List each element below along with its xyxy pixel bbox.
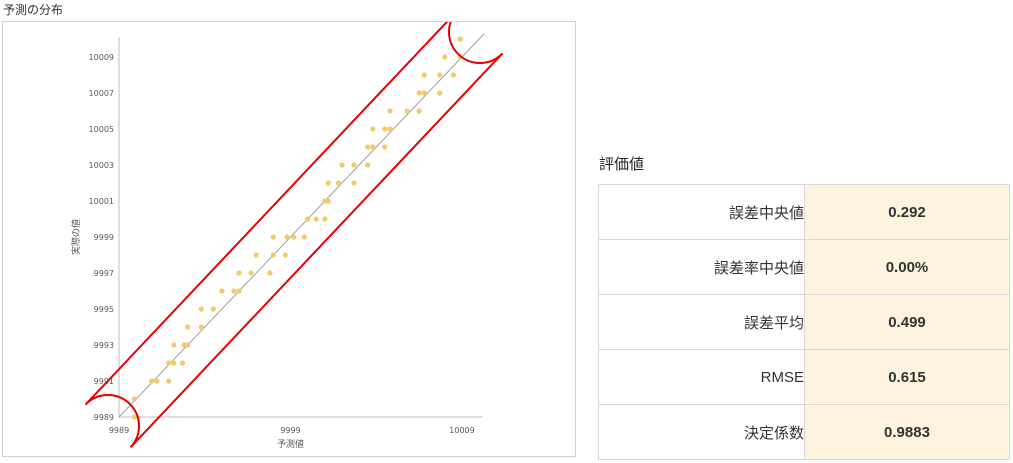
data-point: [351, 180, 357, 186]
data-point: [236, 270, 242, 276]
metric-label: 誤差率中央値: [598, 239, 805, 295]
data-point: [148, 378, 155, 384]
data-point: [457, 36, 463, 42]
metric-row-r2: 決定係数 0.9883: [598, 404, 1010, 460]
data-point: [301, 234, 307, 240]
reference-line: [118, 33, 485, 418]
data-point: [253, 252, 259, 258]
data-point: [421, 72, 427, 78]
data-point: [198, 324, 204, 330]
y-tick-label: 9989: [94, 413, 114, 422]
data-point: [437, 90, 443, 96]
metric-value: 0.9883: [804, 404, 1010, 460]
data-point: [185, 342, 191, 348]
data-point: [370, 144, 376, 150]
metric-label: 誤差中央値: [598, 184, 805, 240]
metric-label: 決定係数: [598, 404, 805, 460]
data-point: [219, 288, 225, 294]
data-point: [325, 198, 331, 204]
data-point: [404, 108, 410, 114]
y-tick-label: 10007: [89, 89, 114, 98]
x-tick-label: 9989: [109, 426, 129, 435]
metric-row-median-error: 誤差中央値 0.292: [598, 184, 1010, 240]
data-point: [284, 234, 290, 240]
data-point: [198, 306, 204, 312]
data-point: [387, 126, 393, 132]
data-point: [270, 234, 276, 240]
data-point: [131, 396, 138, 402]
metric-value: 0.292: [804, 184, 1010, 240]
data-point: [305, 216, 311, 222]
chart-section-title: 予測の分布: [3, 3, 64, 17]
metric-row-median-error-rate: 誤差率中央値 0.00%: [598, 239, 1010, 295]
metric-value: 0.499: [804, 294, 1010, 350]
data-point: [416, 108, 422, 114]
data-point: [179, 360, 186, 366]
data-point: [210, 306, 216, 312]
data-point: [171, 360, 177, 366]
x-tick-label: 10009: [449, 426, 474, 435]
data-point: [166, 378, 172, 384]
data-point: [185, 324, 191, 330]
metric-value: 0.615: [804, 349, 1010, 405]
data-point: [421, 90, 427, 96]
data-point: [325, 180, 331, 186]
data-point: [450, 72, 457, 78]
y-tick-label: 9991: [94, 377, 114, 386]
metrics-table: 誤差中央値 0.292 誤差率中央値 0.00% 誤差平均 0.499 RMSE…: [598, 184, 1010, 460]
y-tick-label: 10003: [89, 161, 114, 170]
data-point: [370, 126, 376, 132]
data-point: [313, 216, 319, 222]
data-point: [335, 180, 342, 186]
data-point: [351, 162, 357, 168]
y-tick-label: 9995: [94, 305, 114, 314]
y-tick-label: 9993: [94, 341, 114, 350]
metrics-title: 評価値: [599, 155, 645, 173]
data-point: [365, 162, 371, 168]
y-tick-label: 10009: [89, 53, 114, 62]
data-point: [416, 90, 422, 96]
data-point: [291, 234, 297, 240]
data-point: [166, 360, 172, 366]
metric-value: 0.00%: [804, 239, 1010, 295]
metric-row-mean-error: 誤差平均 0.499: [598, 294, 1010, 350]
data-point: [131, 414, 138, 420]
data-point: [231, 288, 237, 294]
metric-label: 誤差平均: [598, 294, 805, 350]
data-point: [171, 342, 177, 348]
prediction-distribution-chart: 9989 9991 9993 9995 9997 9999 10001 10003 10005 1…: [2, 21, 576, 457]
metric-row-rmse: RMSE 0.615: [598, 349, 1010, 405]
data-point: [270, 252, 276, 258]
data-point: [248, 270, 254, 276]
data-point: [322, 216, 328, 222]
scatter-plot: 9989 9991 9993 9995 9997 9999 10001 10003 10005 1…: [70, 22, 504, 450]
y-tick-label: 10001: [89, 197, 114, 206]
y-axis-label: 実際の値: [70, 219, 82, 255]
y-tick-label: 9999: [94, 233, 114, 242]
data-point: [267, 270, 273, 276]
x-tick-label: 9999: [280, 426, 300, 435]
x-axis-label: 予測値: [277, 438, 304, 450]
data-point: [282, 252, 288, 258]
y-tick-label: 10005: [89, 125, 114, 134]
data-point: [339, 162, 345, 168]
data-point: [382, 144, 388, 150]
data-point: [382, 126, 388, 132]
data-point: [442, 54, 448, 60]
data-point: [387, 108, 393, 114]
data-point: [236, 288, 242, 294]
data-point: [437, 72, 443, 78]
data-point: [365, 144, 371, 150]
highlight-outline: [84, 22, 504, 448]
data-point: [154, 378, 160, 384]
metric-label: RMSE: [598, 349, 805, 405]
y-tick-label: 9997: [94, 269, 114, 278]
